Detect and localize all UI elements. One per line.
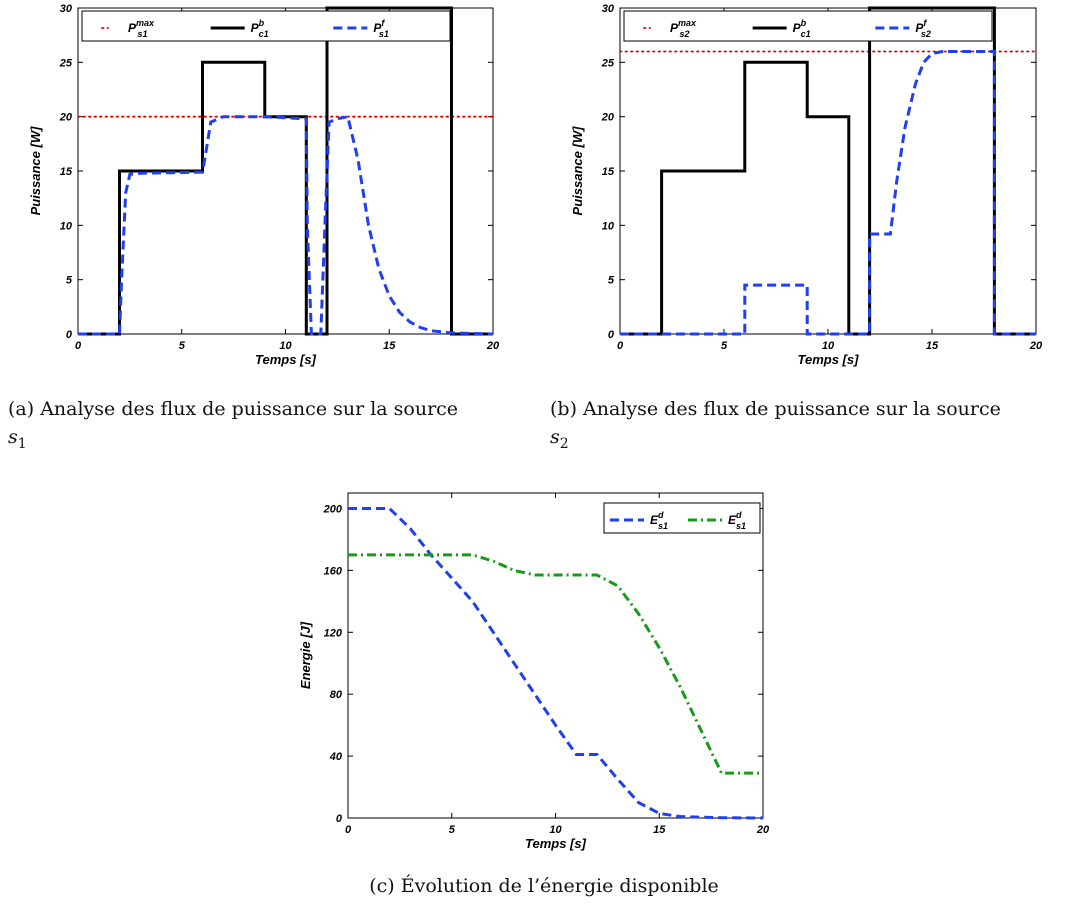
- y-tick-label: 5: [608, 275, 615, 287]
- y-tick-label: 15: [602, 166, 615, 178]
- caption-c-text: (c) Évolution de l’énergie disponible: [369, 875, 719, 897]
- y-axis-label: Energie [J]: [298, 621, 313, 689]
- x-tick-label: 10: [822, 340, 835, 352]
- x-tick-label: 5: [179, 340, 186, 352]
- caption-c: (c) Évolution de l’énergie disponible: [0, 872, 1088, 900]
- y-tick-label: 0: [66, 329, 73, 341]
- x-axis-label: Temps [s]: [798, 352, 860, 367]
- caption-b-text: (b) Analyse des flux de puissance sur la…: [550, 398, 1001, 420]
- legend-box: [81, 10, 451, 42]
- y-tick-label: 30: [60, 3, 73, 15]
- y-tick-label: 200: [323, 503, 343, 515]
- plot-area: [347, 492, 764, 819]
- x-tick-label: 20: [1029, 340, 1043, 352]
- series-line-2: [348, 553, 763, 775]
- legend-label: Pb c1: [251, 18, 269, 39]
- y-tick-label: 80: [330, 689, 343, 701]
- x-tick-label: 15: [653, 824, 666, 836]
- legend-label: Pb c1: [793, 18, 811, 39]
- legend-box: [623, 10, 993, 42]
- series-line-2: [620, 6, 1036, 336]
- x-tick-label: 15: [383, 340, 396, 352]
- x-axis-label: Temps [s]: [255, 352, 317, 367]
- x-tick-label: 0: [345, 824, 352, 836]
- y-tick-label: 30: [602, 3, 615, 15]
- legend-label: Pf s1: [373, 18, 389, 39]
- y-tick-label: 20: [59, 112, 73, 124]
- series-line-3: [78, 114, 493, 336]
- x-tick-label: 0: [75, 340, 82, 352]
- legend-label: Ed s1: [650, 510, 668, 531]
- y-tick-label: 5: [66, 275, 73, 287]
- series-line-3: [620, 50, 1036, 336]
- legend-label: Pmax s2: [670, 18, 697, 39]
- x-tick-label: 20: [486, 340, 500, 352]
- y-tick-label: 25: [601, 57, 615, 69]
- panel-a: 0 5 10 15 20 0 5 10 15 20 25 30 Temps [s] Puissance […: [28, 3, 500, 367]
- y-tick-label: 160: [324, 565, 343, 577]
- y-tick-label: 10: [60, 220, 73, 232]
- x-tick-label: 20: [756, 824, 770, 836]
- y-tick-label: 120: [324, 627, 343, 639]
- y-axis-label: Puissance [W]: [28, 126, 43, 216]
- y-tick-label: 0: [336, 813, 343, 825]
- x-tick-label: 5: [449, 824, 456, 836]
- legend-box: [603, 502, 761, 534]
- x-tick-label: 5: [721, 340, 728, 352]
- y-tick-label: 15: [60, 166, 73, 178]
- x-tick-label: 15: [926, 340, 939, 352]
- y-tick-label: 10: [602, 220, 615, 232]
- series-line-2: [78, 6, 493, 336]
- caption-b: (b) Analyse des flux de puissance sur la…: [550, 395, 1086, 458]
- y-tick-label: 25: [59, 57, 73, 69]
- x-tick-label: 10: [549, 824, 562, 836]
- y-axis-label: Puissance [W]: [570, 126, 585, 216]
- legend-label: Pmax s1: [128, 18, 155, 39]
- x-axis-label: Temps [s]: [525, 836, 587, 851]
- caption-a: (a) Analyse des flux de puissance sur la…: [8, 395, 548, 458]
- y-tick-label: 0: [608, 329, 615, 341]
- panel-b: 0 5 10 15 20 0 5 10 15 20 25 30 Temps [s] Puissance […: [570, 3, 1043, 367]
- caption-b-symbol: s2: [550, 426, 569, 452]
- caption-a-text: (a) Analyse des flux de puissance sur la…: [8, 398, 459, 420]
- caption-a-symbol: s1: [8, 426, 27, 452]
- legend-label: Pf s2: [915, 18, 931, 39]
- legend-label: Ed s1: [728, 510, 746, 531]
- x-tick-label: 0: [617, 340, 624, 352]
- y-tick-label: 20: [601, 112, 615, 124]
- y-tick-label: 40: [329, 751, 343, 763]
- x-tick-label: 10: [279, 340, 292, 352]
